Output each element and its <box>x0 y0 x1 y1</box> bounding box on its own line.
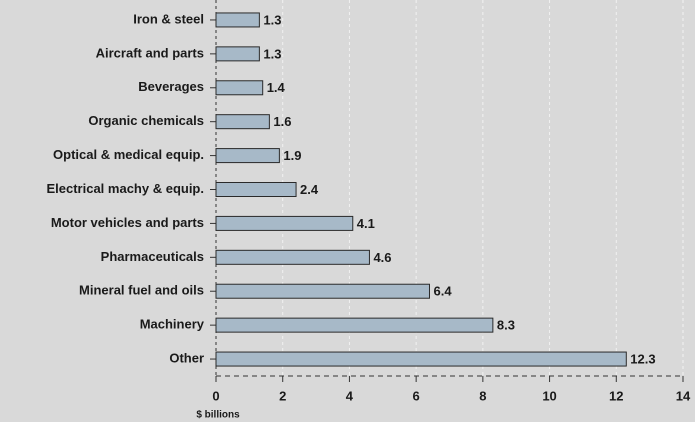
x-tick-label: 6 <box>413 388 420 403</box>
x-tick-label: 14 <box>676 388 691 403</box>
data-label: 12.3 <box>630 351 655 366</box>
bar <box>215 182 297 197</box>
data-label: 1.6 <box>273 114 291 129</box>
data-label: 6.4 <box>433 284 452 299</box>
bar <box>215 249 370 265</box>
y-tick-label: Other <box>169 350 204 365</box>
y-tick-label: Electrical machy & equip. <box>46 181 204 196</box>
bar <box>215 351 627 367</box>
bar <box>215 80 264 96</box>
data-label: 1.4 <box>267 80 286 95</box>
data-label: 2.4 <box>300 182 319 197</box>
x-tick-label: 4 <box>346 388 354 403</box>
y-tick-label: Beverages <box>138 79 204 94</box>
bar <box>215 46 260 62</box>
y-tick-label: Aircraft and parts <box>96 45 204 60</box>
bar <box>215 215 354 231</box>
x-tick-label: 12 <box>609 388 623 403</box>
y-tick-label: Iron & steel <box>133 11 204 26</box>
bar <box>215 317 494 333</box>
y-tick-label: Mineral fuel and oils <box>79 283 204 298</box>
data-label: 4.1 <box>357 216 375 231</box>
data-label: 4.6 <box>373 250 391 265</box>
data-label: 1.3 <box>263 46 281 61</box>
y-tick-label: Motor vehicles and parts <box>51 215 204 230</box>
bar <box>215 283 430 299</box>
bar <box>215 114 270 130</box>
bar <box>215 148 280 164</box>
y-tick-label: Machinery <box>140 317 205 332</box>
x-tick-label: 8 <box>479 388 486 403</box>
x-tick-label: 2 <box>279 388 286 403</box>
bar <box>215 12 260 28</box>
x-tick-label: 0 <box>212 388 219 403</box>
x-tick-label: 10 <box>542 388 556 403</box>
x-axis-label: $ billions <box>196 410 240 421</box>
data-label: 1.3 <box>263 12 281 27</box>
data-label: 8.3 <box>497 318 515 333</box>
data-label: 1.9 <box>283 148 301 163</box>
y-tick-label: Pharmaceuticals <box>101 249 204 264</box>
y-tick-label: Optical & medical equip. <box>53 147 204 162</box>
y-tick-label: Organic chemicals <box>88 113 204 128</box>
